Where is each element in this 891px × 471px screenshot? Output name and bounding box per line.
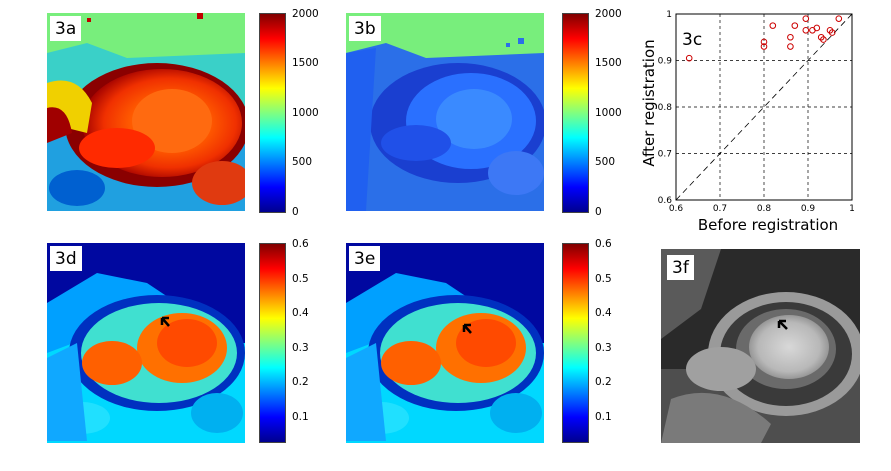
colorbar-tick-3e-0.3: 0.3 (595, 342, 612, 354)
scatter-point (685, 54, 693, 62)
colorbar-tick-3d-0.6: 0.6 (292, 238, 309, 250)
x-axis-label: Before registration (698, 216, 838, 234)
scatter-point (760, 38, 768, 46)
ecv-map-before-registration: 3d (47, 243, 245, 443)
colorbar-tick-3e-0.4: 0.4 (595, 307, 612, 319)
scatter-point (835, 15, 843, 22)
y-tick-label: 0.7 (658, 150, 672, 160)
x-tick-label: 0.8 (757, 204, 772, 214)
panel-3d: 3d 0.6 0.5 0.4 0.3 0.2 0.1 (47, 238, 309, 445)
scatter-point (820, 36, 827, 43)
colorbar-tick-3b-500: 500 (595, 156, 616, 168)
colorbar-tick-3b-0: 0 (595, 206, 602, 218)
ecv-map-image (346, 273, 544, 443)
panel-label-3c: 3c (678, 28, 707, 52)
mri-image (661, 249, 860, 443)
scatter-point (760, 43, 768, 50)
arrow-icon (462, 323, 472, 334)
colorbar-tick-3d-0.5: 0.5 (292, 273, 309, 285)
colorbar-tick-3e-0.1: 0.1 (595, 411, 612, 423)
y-tick-label: 0.9 (658, 57, 673, 67)
scatter-point (791, 22, 799, 29)
t1-map-after-registration: 3b (346, 13, 544, 211)
panel-label-3d: 3d (50, 246, 82, 271)
t1-map-image (47, 13, 245, 211)
panel-3f: 3f (661, 249, 860, 443)
scatter-point (802, 15, 810, 22)
colorbar-3d (259, 243, 286, 443)
colorbar-tick-3a-1500: 1500 (292, 57, 319, 69)
colorbar-tick-3a-2000: 2000 (292, 8, 319, 20)
x-tick-label: 0.9 (801, 204, 816, 214)
colorbar-tick-3b-2000: 2000 (595, 8, 622, 20)
x-tick-label: 1 (849, 204, 855, 214)
x-tick-labels: 0.6 0.7 0.8 0.9 1 (669, 204, 855, 214)
t1-map-before-registration: 3a (47, 13, 245, 211)
scatter-points (685, 15, 843, 62)
colorbar-tick-3d-0.1: 0.1 (292, 411, 309, 423)
y-tick-labels: 0.6 0.7 0.8 0.9 1 (658, 10, 673, 206)
x-tick-label: 0.7 (713, 204, 727, 214)
x-tick-label: 0.6 (669, 204, 684, 214)
colorbar-tick-3b-1500: 1500 (595, 57, 622, 69)
arrow-icon (777, 319, 788, 330)
panel-label-3a: 3a (50, 16, 82, 41)
colorbar-tick-3e-0.6: 0.6 (595, 238, 612, 250)
panel-label-3b: 3b (349, 16, 381, 41)
panel-3b: 3b 2000 1500 1000 500 0 (346, 8, 622, 218)
scatter-point (787, 33, 794, 41)
colorbar-tick-3a-0: 0 (292, 206, 299, 218)
colorbar-tick-3d-0.2: 0.2 (292, 376, 309, 388)
t1-map-image (346, 38, 544, 211)
colorbar-tick-3d-0.3: 0.3 (292, 342, 309, 354)
colorbar-tick-3b-1000: 1000 (595, 107, 622, 119)
scatter-point (769, 22, 777, 29)
scatter-point (828, 29, 836, 36)
scatter-plot: 0.6 0.7 0.8 0.9 1 0.6 0.7 0.8 0.9 1 Before regis… (640, 10, 855, 234)
colorbar-tick-3a-1000: 1000 (292, 107, 319, 119)
panel-3c: 0.6 0.7 0.8 0.9 1 0.6 0.7 0.8 0.9 1 Before regis… (628, 8, 868, 238)
colorbar-tick-3e-0.2: 0.2 (595, 376, 612, 388)
mri-image-late-enhancement: 3f (661, 249, 860, 443)
scatter-point (787, 43, 794, 50)
colorbar-3b (562, 13, 589, 213)
colorbar-3e (562, 243, 589, 443)
panel-label-3e: 3e (349, 246, 381, 271)
ecv-map-image (47, 273, 245, 443)
y-tick-label: 0.6 (658, 196, 673, 206)
y-axis-label: After registration (640, 39, 658, 166)
colorbar-tick-3a-500: 500 (292, 156, 313, 168)
colorbar-tick-3e-0.5: 0.5 (595, 273, 612, 285)
scatter-point (802, 26, 810, 34)
scatter-point (813, 24, 821, 32)
y-tick-label: 1 (666, 10, 672, 20)
panel-3e: 3e 0.6 0.5 0.4 0.3 0.2 0.1 (346, 238, 612, 445)
panel-3a: 3a 2000 1500 1000 500 0 (47, 8, 319, 218)
colorbar-tick-3d-0.4: 0.4 (292, 307, 309, 319)
y-tick-label: 0.8 (658, 103, 673, 113)
identity-reference-line (675, 13, 853, 201)
scatter-plot-frame (675, 13, 853, 201)
colorbar-3a (259, 13, 286, 213)
ecv-map-after-registration: 3e (346, 243, 544, 443)
arrow-icon (160, 316, 170, 327)
panel-label-3f: 3f (667, 255, 694, 280)
